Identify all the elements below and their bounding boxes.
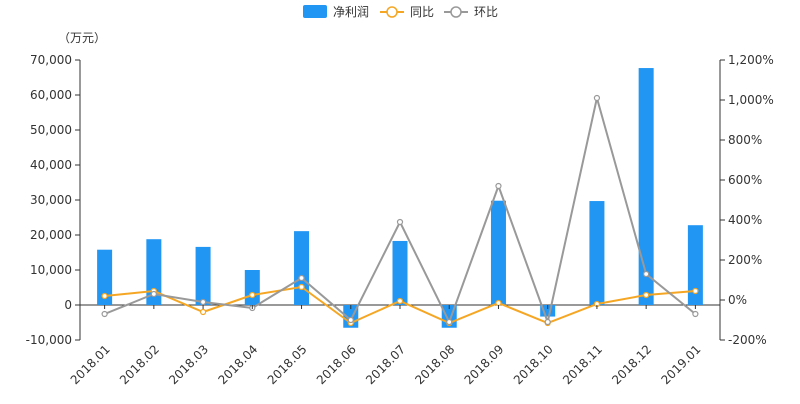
left-tick-label: 10,000 bbox=[30, 263, 72, 277]
x-tick-label: 2018.01 bbox=[68, 342, 113, 387]
legend-swatch-net-profit[interactable] bbox=[303, 5, 327, 18]
left-tick-label: 70,000 bbox=[30, 53, 72, 67]
bar-net-profit bbox=[490, 200, 506, 305]
left-tick-label: 20,000 bbox=[30, 228, 72, 242]
left-tick-label: 0 bbox=[64, 298, 72, 312]
bar-net-profit bbox=[589, 201, 605, 305]
right-tick-label: 400% bbox=[728, 213, 762, 227]
bar-net-profit bbox=[244, 270, 260, 305]
lines bbox=[101, 94, 699, 327]
x-tick-label: 2018.09 bbox=[462, 342, 507, 387]
x-tick-label: 2018.12 bbox=[609, 342, 654, 387]
right-tick-label: -200% bbox=[728, 333, 767, 347]
point-yoy bbox=[298, 283, 305, 291]
legend: 净利润 同比 环比 bbox=[303, 5, 498, 19]
x-tick-label: 2019.01 bbox=[659, 342, 704, 387]
x-tick-label: 2018.04 bbox=[215, 342, 260, 387]
point-yoy bbox=[495, 299, 502, 307]
legend-label-net-profit[interactable]: 净利润 bbox=[333, 5, 369, 19]
point-mom bbox=[593, 94, 601, 102]
axes: -10,000 0 10,000 20,000 30,000 40,000 50,000 60… bbox=[26, 53, 774, 347]
x-labels: 2018.01 2018.02 2018.03 2018.04 2018.05 2018.… bbox=[68, 305, 704, 387]
left-tick-label: -10,000 bbox=[26, 333, 72, 347]
left-tick-label: 60,000 bbox=[30, 88, 72, 102]
x-tick-label: 2018.11 bbox=[560, 342, 605, 387]
x-tick-label: 2018.07 bbox=[363, 342, 408, 387]
point-mom bbox=[446, 318, 453, 326]
legend-label-mom[interactable]: 环比 bbox=[474, 5, 498, 19]
point-mom bbox=[298, 274, 305, 282]
point-mom bbox=[347, 316, 354, 324]
left-tick-label: 50,000 bbox=[30, 123, 72, 137]
bar-net-profit bbox=[687, 225, 703, 305]
point-yoy bbox=[101, 292, 108, 300]
point-mom bbox=[396, 218, 404, 226]
point-yoy bbox=[396, 297, 404, 305]
bar-net-profit bbox=[195, 246, 211, 305]
legend-marker-mom bbox=[450, 6, 462, 18]
point-yoy bbox=[199, 308, 207, 316]
legend-label-yoy[interactable]: 同比 bbox=[410, 5, 434, 19]
point-mom bbox=[544, 318, 551, 326]
x-tick-label: 2018.03 bbox=[166, 342, 211, 387]
right-tick-label: 1,000% bbox=[728, 93, 774, 107]
left-tick-label: 30,000 bbox=[30, 193, 72, 207]
x-tick-label: 2018.08 bbox=[412, 342, 457, 387]
point-yoy bbox=[249, 291, 256, 299]
right-tick-label: 200% bbox=[728, 253, 762, 267]
bar-net-profit bbox=[294, 231, 310, 305]
point-mom bbox=[692, 310, 699, 318]
bar-net-profit bbox=[146, 239, 162, 305]
bar-net-profit bbox=[540, 305, 556, 317]
right-tick-label: 600% bbox=[728, 173, 762, 187]
point-mom bbox=[643, 270, 650, 278]
point-yoy bbox=[643, 291, 650, 299]
point-mom bbox=[495, 182, 502, 190]
point-mom bbox=[150, 290, 157, 298]
legend-marker-yoy bbox=[386, 6, 398, 18]
right-tick-label: 0% bbox=[728, 293, 747, 307]
bar-net-profit bbox=[638, 68, 654, 305]
right-tick-label: 800% bbox=[728, 133, 762, 147]
right-tick-label: 1,200% bbox=[728, 53, 774, 67]
x-tick-label: 2018.05 bbox=[265, 342, 310, 387]
point-mom bbox=[199, 298, 207, 306]
left-tick-label: 40,000 bbox=[30, 158, 72, 172]
point-mom bbox=[101, 310, 108, 318]
bar-net-profit bbox=[392, 240, 408, 305]
unit-label: （万元） bbox=[58, 31, 106, 45]
point-yoy bbox=[692, 287, 699, 295]
x-tick-label: 2018.02 bbox=[117, 342, 162, 387]
x-tick-label: 2018.06 bbox=[314, 342, 359, 387]
bars bbox=[97, 68, 703, 328]
bar-net-profit bbox=[97, 249, 113, 305]
x-tick-label: 2018.10 bbox=[511, 342, 556, 387]
